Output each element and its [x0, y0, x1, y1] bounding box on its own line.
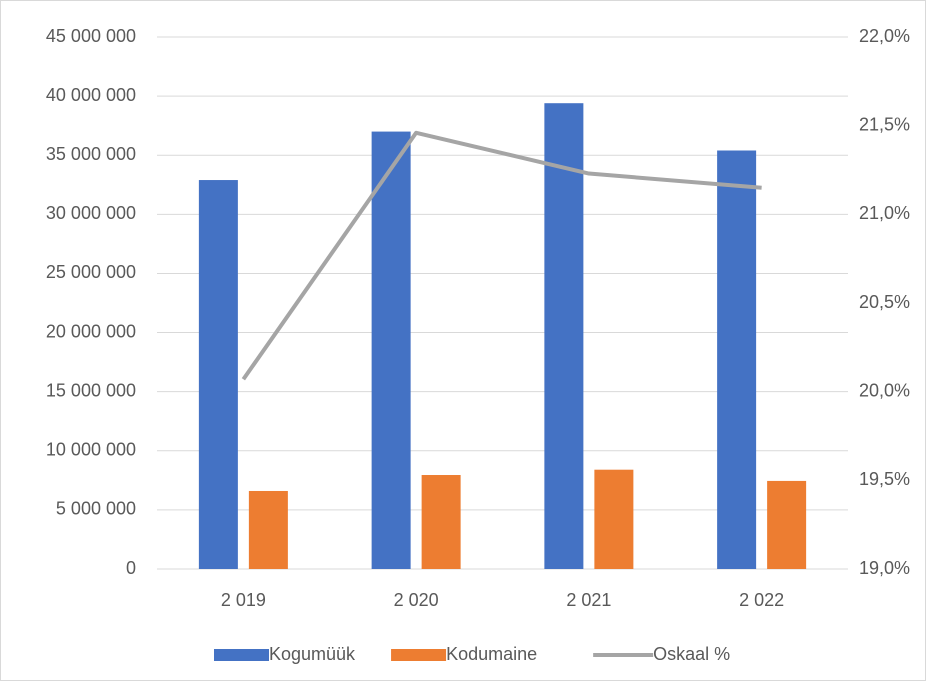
y2-tick-label: 21,5% [859, 114, 910, 134]
x-tick-label: 2 022 [739, 590, 784, 610]
bar [371, 131, 411, 570]
line [241, 130, 762, 381]
legend-swatch [214, 649, 269, 661]
y-tick-label: 10 000 000 [46, 440, 136, 460]
y-tick-label: 5 000 000 [56, 499, 136, 519]
bar [767, 480, 807, 569]
bar [248, 490, 288, 569]
y-tick-label: 45 000 000 [46, 26, 136, 46]
legend-label: Kodumaine [446, 644, 537, 664]
bar [198, 180, 238, 569]
y2-tick-label: 19,5% [859, 469, 910, 489]
y2-tick-label: 22,0% [859, 26, 910, 46]
legend-label: Oskaal % [653, 644, 730, 664]
y-tick-label: 20 000 000 [46, 321, 136, 341]
y-tick-label: 15 000 000 [46, 380, 136, 400]
y-tick-label: 40 000 000 [46, 85, 136, 105]
y-tick-label: 0 [126, 558, 136, 578]
legend-label: Kogumüük [269, 644, 356, 664]
y2-tick-label: 19,0% [859, 558, 910, 578]
legend-swatch [391, 649, 447, 661]
x-tick-label: 2 019 [221, 590, 266, 610]
x-tick-label: 2 020 [394, 590, 439, 610]
y2-tick-label: 21,0% [859, 203, 910, 223]
y-tick-label: 35 000 000 [46, 144, 136, 164]
y-tick-label: 30 000 000 [46, 203, 136, 223]
x-tick-label: 2 021 [566, 590, 611, 610]
y-tick-label: 25 000 000 [46, 262, 136, 282]
y2-tick-label: 20,5% [859, 292, 910, 312]
bar [544, 103, 584, 570]
bar [594, 469, 634, 569]
bar [421, 475, 461, 569]
bar [717, 150, 757, 569]
y2-tick-label: 20,0% [859, 380, 910, 400]
